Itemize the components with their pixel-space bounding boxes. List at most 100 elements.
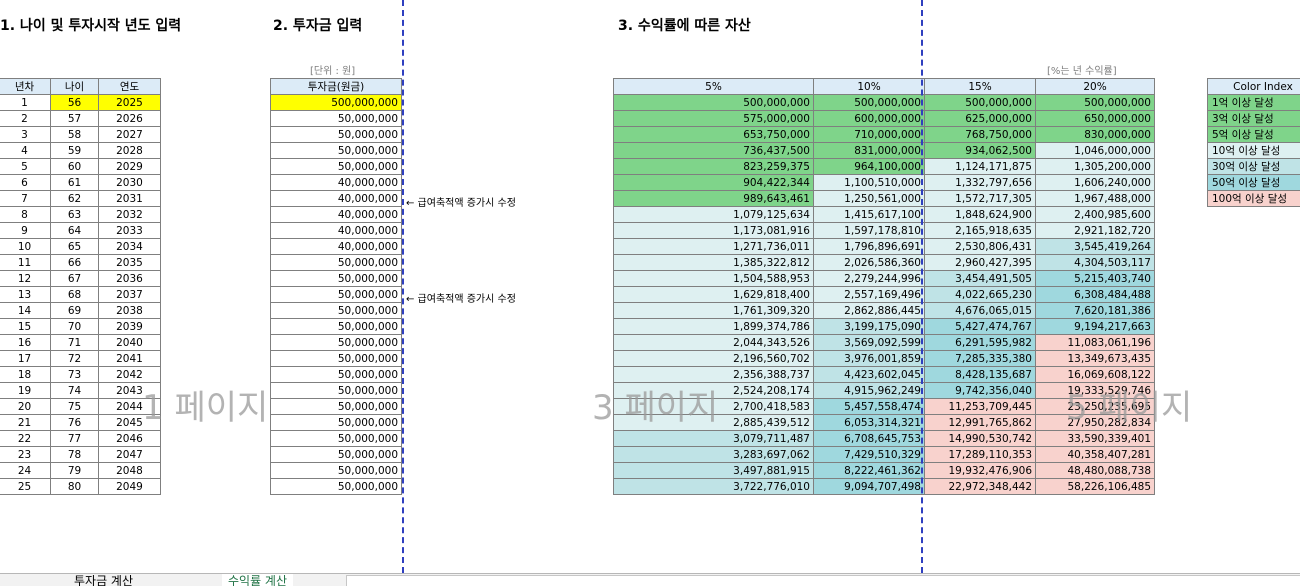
asset-cell[interactable]: 768,750,000	[925, 127, 1036, 143]
asset-cell[interactable]: 736,437,500	[614, 143, 814, 159]
asset-cell[interactable]: 2,960,427,395	[925, 255, 1036, 271]
asset-cell[interactable]: 9,194,217,663	[1036, 319, 1155, 335]
investment-cell[interactable]: 50,000,000	[271, 159, 402, 175]
column-header[interactable]: 연도	[99, 79, 161, 95]
table-cell[interactable]: 24	[0, 463, 51, 479]
asset-cell[interactable]: 625,000,000	[925, 111, 1036, 127]
asset-cell[interactable]: 1,761,309,320	[614, 303, 814, 319]
table-cell[interactable]: 66	[51, 255, 99, 271]
asset-cell[interactable]: 14,990,530,742	[925, 431, 1036, 447]
asset-cell[interactable]: 33,590,339,401	[1036, 431, 1155, 447]
table-cell[interactable]: 9	[0, 223, 51, 239]
table-cell[interactable]: 79	[51, 463, 99, 479]
asset-cell[interactable]: 5,457,558,474	[814, 399, 925, 415]
table-cell[interactable]: 71	[51, 335, 99, 351]
table-cell[interactable]: 2030	[99, 175, 161, 191]
asset-cell[interactable]: 6,291,595,982	[925, 335, 1036, 351]
asset-cell[interactable]: 6,708,645,753	[814, 431, 925, 447]
table-cell[interactable]: 21	[0, 415, 51, 431]
table-cell[interactable]: 2038	[99, 303, 161, 319]
table-cell[interactable]: 16	[0, 335, 51, 351]
asset-cell[interactable]: 3,545,419,264	[1036, 239, 1155, 255]
investment-cell[interactable]: 50,000,000	[271, 143, 402, 159]
table-cell[interactable]: 2048	[99, 463, 161, 479]
column-header[interactable]: 15%	[925, 79, 1036, 95]
investment-cell[interactable]: 50,000,000	[271, 479, 402, 495]
asset-cell[interactable]: 1,305,200,000	[1036, 159, 1155, 175]
asset-cell[interactable]: 19,932,476,906	[925, 463, 1036, 479]
table-cell[interactable]: 2033	[99, 223, 161, 239]
asset-cell[interactable]: 1,629,818,400	[614, 287, 814, 303]
table-cell[interactable]: 2028	[99, 143, 161, 159]
asset-cell[interactable]: 500,000,000	[1036, 95, 1155, 111]
table-cell[interactable]: 63	[51, 207, 99, 223]
investment-cell[interactable]: 50,000,000	[271, 303, 402, 319]
asset-cell[interactable]: 1,504,588,953	[614, 271, 814, 287]
table-cell[interactable]: 68	[51, 287, 99, 303]
table-cell[interactable]: 2032	[99, 207, 161, 223]
asset-cell[interactable]: 1,415,617,100	[814, 207, 925, 223]
asset-cell[interactable]: 7,620,181,386	[1036, 303, 1155, 319]
table-cell[interactable]: 2026	[99, 111, 161, 127]
table-cell[interactable]: 22	[0, 431, 51, 447]
table-cell[interactable]: 56	[51, 95, 99, 111]
asset-cell[interactable]: 11,083,061,196	[1036, 335, 1155, 351]
table-cell[interactable]: 2041	[99, 351, 161, 367]
investment-cell[interactable]: 50,000,000	[271, 447, 402, 463]
asset-cell[interactable]: 1,046,000,000	[1036, 143, 1155, 159]
asset-cell[interactable]: 710,000,000	[814, 127, 925, 143]
table-cell[interactable]: 6	[0, 175, 51, 191]
table-cell[interactable]: 17	[0, 351, 51, 367]
asset-cell[interactable]: 1,079,125,634	[614, 207, 814, 223]
table-cell[interactable]: 18	[0, 367, 51, 383]
table-cell[interactable]: 62	[51, 191, 99, 207]
asset-cell[interactable]: 964,100,000	[814, 159, 925, 175]
table-cell[interactable]: 2	[0, 111, 51, 127]
asset-cell[interactable]: 2,530,806,431	[925, 239, 1036, 255]
table-cell[interactable]: 5	[0, 159, 51, 175]
investment-cell[interactable]: 50,000,000	[271, 255, 402, 271]
asset-cell[interactable]: 1,572,717,305	[925, 191, 1036, 207]
investment-cell[interactable]: 40,000,000	[271, 223, 402, 239]
table-cell[interactable]: 2040	[99, 335, 161, 351]
asset-cell[interactable]: 653,750,000	[614, 127, 814, 143]
table-cell[interactable]: 60	[51, 159, 99, 175]
table-cell[interactable]: 70	[51, 319, 99, 335]
asset-cell[interactable]: 1,250,561,000	[814, 191, 925, 207]
asset-cell[interactable]: 2,400,985,600	[1036, 207, 1155, 223]
table-cell[interactable]: 2039	[99, 319, 161, 335]
column-header[interactable]: 5%	[614, 79, 814, 95]
asset-cell[interactable]: 600,000,000	[814, 111, 925, 127]
asset-cell[interactable]: 1,385,322,812	[614, 255, 814, 271]
asset-cell[interactable]: 500,000,000	[614, 95, 814, 111]
table-cell[interactable]: 2037	[99, 287, 161, 303]
table-cell[interactable]: 25	[0, 479, 51, 495]
column-header[interactable]: 투자금(원금)	[271, 79, 402, 95]
table-cell[interactable]: 2047	[99, 447, 161, 463]
asset-cell[interactable]: 11,253,709,445	[925, 399, 1036, 415]
table-cell[interactable]: 2046	[99, 431, 161, 447]
asset-cell[interactable]: 1,100,510,000	[814, 175, 925, 191]
asset-cell[interactable]: 500,000,000	[814, 95, 925, 111]
table-cell[interactable]: 76	[51, 415, 99, 431]
table-cell[interactable]: 57	[51, 111, 99, 127]
asset-cell[interactable]: 3,283,697,062	[614, 447, 814, 463]
asset-cell[interactable]: 1,606,240,000	[1036, 175, 1155, 191]
sheet-tab-investment[interactable]: 투자금 계산	[68, 574, 139, 586]
table-cell[interactable]: 15	[0, 319, 51, 335]
asset-cell[interactable]: 1,332,797,656	[925, 175, 1036, 191]
investment-cell[interactable]: 40,000,000	[271, 207, 402, 223]
asset-cell[interactable]: 9,742,356,040	[925, 383, 1036, 399]
investment-cell[interactable]: 50,000,000	[271, 287, 402, 303]
legend-item[interactable]: 30억 이상 달성	[1208, 159, 1300, 175]
asset-cell[interactable]: 4,022,665,230	[925, 287, 1036, 303]
table-cell[interactable]: 11	[0, 255, 51, 271]
investment-cell[interactable]: 50,000,000	[271, 399, 402, 415]
legend-item[interactable]: 1억 이상 달성	[1208, 95, 1300, 111]
investment-cell[interactable]: 50,000,000	[271, 383, 402, 399]
asset-cell[interactable]: 58,226,106,485	[1036, 479, 1155, 495]
asset-cell[interactable]: 989,643,461	[614, 191, 814, 207]
column-header[interactable]: 년차	[0, 79, 51, 95]
asset-cell[interactable]: 5,215,403,740	[1036, 271, 1155, 287]
asset-cell[interactable]: 3,497,881,915	[614, 463, 814, 479]
